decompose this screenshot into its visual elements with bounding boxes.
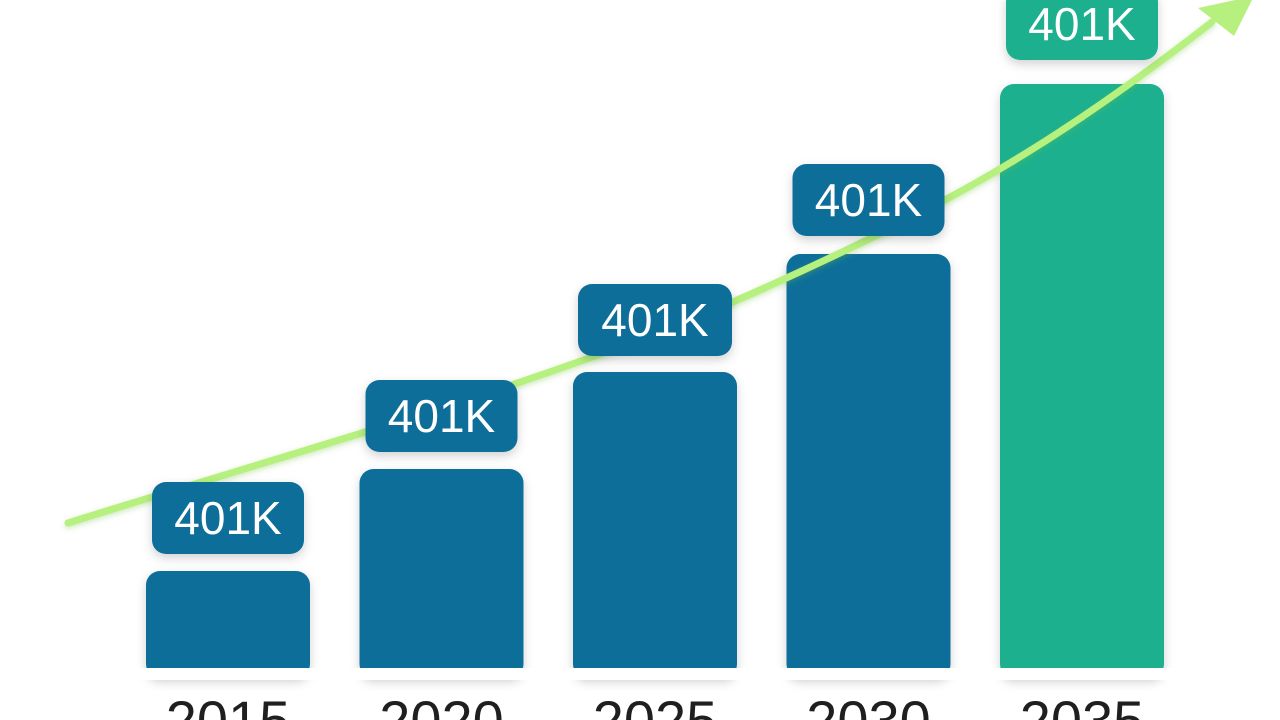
data-label-text: 401K [815, 174, 923, 226]
bars-layer [0, 84, 1280, 680]
data-label-2025: 401K [578, 284, 732, 356]
data-label-pill [152, 482, 304, 554]
x-axis-tick-labels: 2015 2020 2025 2030 2035 [166, 689, 1145, 720]
trend-arrow-head [1198, 0, 1252, 36]
data-label-pill [792, 164, 945, 236]
x-tick-label-2015: 2015 [166, 689, 291, 720]
data-label-2035: 401K [1006, 0, 1158, 60]
data-label-2015: 401K [152, 482, 304, 554]
data-label-text: 401K [174, 492, 282, 544]
data-label-pill [578, 284, 732, 356]
bar-2015 [146, 571, 310, 678]
x-tick-label-2030: 2030 [806, 689, 931, 720]
data-label-text: 401K [388, 390, 496, 442]
bar-2020 [359, 469, 524, 678]
x-tick-label-2035: 2035 [1020, 689, 1145, 720]
bar-2035 [1000, 84, 1164, 678]
bar-2030 [786, 254, 951, 678]
data-label-text: 401K [601, 294, 709, 346]
baseline-mask [0, 668, 1280, 680]
data-labels-layer: 401K 401K 401K 401K 401K [152, 0, 1158, 554]
data-label-pill [1006, 0, 1158, 60]
x-tick-label-2020: 2020 [379, 689, 504, 720]
data-label-pill [365, 380, 518, 452]
data-label-2020: 401K [365, 380, 518, 452]
data-label-2030: 401K [792, 164, 945, 236]
data-label-text: 401K [1028, 0, 1136, 50]
bar-2025 [573, 372, 737, 678]
x-tick-label-2025: 2025 [593, 689, 718, 720]
